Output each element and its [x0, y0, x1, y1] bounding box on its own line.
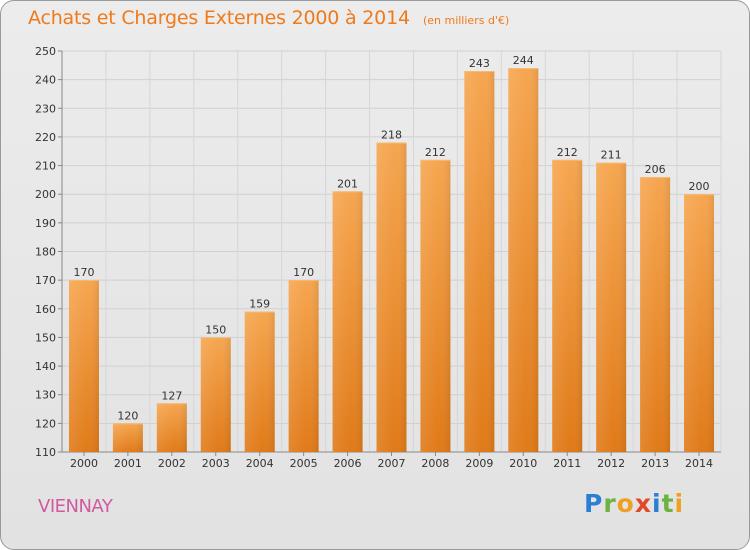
y-tick-label: 240 [35, 74, 56, 87]
x-tick-label: 2007 [378, 457, 406, 470]
proxiti-logo: Proxiti [584, 489, 684, 518]
y-tick-label: 230 [35, 102, 56, 115]
logo-letter: i [674, 489, 685, 518]
logo-letter: r [603, 489, 617, 518]
bar-shade [420, 159, 451, 453]
y-tick-label: 190 [35, 217, 56, 230]
bar-shade [640, 177, 671, 452]
data-label: 127 [161, 389, 182, 402]
data-label: 211 [601, 149, 622, 162]
x-tick-label: 2010 [509, 457, 537, 470]
logo-letter: t [661, 489, 675, 518]
x-tick-label: 2008 [421, 457, 449, 470]
logo-letter: i [652, 489, 662, 518]
x-tick-label: 2002 [158, 457, 186, 470]
x-tick-label: 2012 [597, 457, 625, 470]
x-tick-label: 2009 [465, 457, 493, 470]
bar-shade [464, 71, 495, 453]
x-tick-label: 2014 [685, 457, 713, 470]
data-label: 200 [689, 180, 710, 193]
x-tick-label: 2005 [290, 457, 318, 470]
data-label: 212 [425, 146, 446, 159]
y-tick-label: 210 [35, 160, 56, 173]
bar-shade [596, 162, 627, 452]
data-label: 201 [337, 177, 358, 190]
data-label: 150 [205, 323, 226, 336]
bar-shade [68, 280, 99, 452]
x-tick-label: 2006 [334, 457, 362, 470]
y-tick-label: 220 [35, 131, 56, 144]
y-tick-label: 170 [35, 274, 56, 287]
data-label: 206 [645, 163, 666, 176]
y-tick-label: 130 [35, 389, 56, 402]
data-label: 244 [513, 54, 534, 67]
bar-shade [156, 403, 187, 452]
chart-title-wrap: Achats et Charges Externes 2000 à 2014 (… [28, 7, 509, 29]
labels: 110 120 130 140 150 160 170 180 190 200 210 220 230 2… [35, 45, 713, 470]
bar-shade [244, 311, 275, 452]
x-tick-label: 2013 [641, 457, 669, 470]
data-label: 170 [73, 266, 94, 279]
logo-letter: o [616, 489, 635, 518]
x-tick-label: 2001 [114, 457, 142, 470]
chart-title: Achats et Charges Externes 2000 à 2014 [28, 7, 410, 29]
y-tick-label: 140 [35, 360, 56, 373]
y-tick-label: 120 [35, 417, 56, 430]
bar-shade [288, 280, 319, 452]
bar-shade [552, 159, 583, 453]
logo-letter: x [634, 489, 652, 518]
x-tick-label: 2011 [553, 457, 581, 470]
bars [68, 68, 715, 453]
commune-name: VIENNAY [38, 496, 113, 517]
y-tick-label: 180 [35, 246, 56, 259]
y-tick-label: 160 [35, 303, 56, 316]
bar-shade [112, 423, 143, 452]
data-label: 120 [117, 409, 138, 422]
data-label: 218 [381, 129, 402, 142]
bar-shade [508, 68, 539, 452]
data-label: 159 [249, 298, 270, 311]
y-tick-label: 250 [35, 45, 56, 58]
logo-letter: P [584, 489, 604, 518]
y-tick-label: 110 [35, 446, 56, 459]
x-tick-label: 2000 [70, 457, 98, 470]
bar-shade [684, 194, 715, 452]
x-tick-label: 2003 [202, 457, 230, 470]
y-tick-label: 200 [35, 188, 56, 201]
y-tick-label: 150 [35, 331, 56, 344]
bar-shade [332, 191, 363, 452]
x-tick-label: 2004 [246, 457, 274, 470]
data-label: 212 [557, 146, 578, 159]
bar-shade [200, 337, 231, 452]
chart-unit: (en milliers d'€) [422, 14, 510, 27]
data-label: 170 [293, 266, 314, 279]
data-label: 243 [469, 57, 490, 70]
bar-shade [376, 142, 407, 452]
